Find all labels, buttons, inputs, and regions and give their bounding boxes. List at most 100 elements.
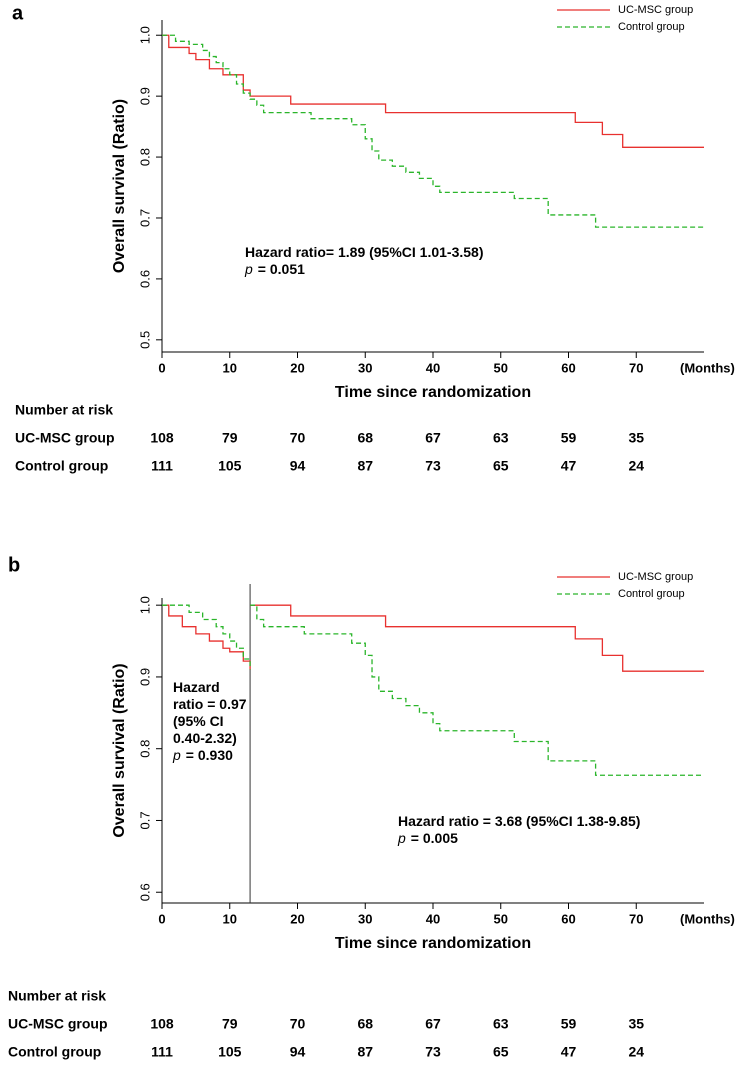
risk-count: 79 bbox=[222, 1016, 238, 1032]
risk-count: 24 bbox=[628, 1044, 644, 1060]
risk-count: 65 bbox=[493, 1044, 509, 1060]
annotation-text: (95% CI bbox=[173, 713, 224, 729]
risk-count: 63 bbox=[493, 430, 509, 446]
y-tick-label: 1.0 bbox=[137, 596, 152, 614]
x-tick-label: 30 bbox=[358, 911, 372, 926]
annotation-text: Hazard bbox=[173, 679, 220, 695]
x-tick-label: 0 bbox=[158, 360, 165, 375]
survival-curve bbox=[162, 604, 704, 672]
x-tick-label: 40 bbox=[426, 360, 440, 375]
risk-count: 35 bbox=[628, 1016, 644, 1032]
x-tick-label: 10 bbox=[223, 360, 237, 375]
risk-count: 73 bbox=[425, 458, 441, 474]
x-axis-label: Time since randomization bbox=[335, 384, 531, 401]
x-tick-label: 40 bbox=[426, 911, 440, 926]
y-tick-label: 0.8 bbox=[137, 740, 152, 758]
annotation-text: = 0.051 bbox=[258, 261, 305, 277]
panel-label: b bbox=[8, 554, 20, 576]
risk-row-label: UC-MSC group bbox=[15, 430, 115, 446]
risk-count: 59 bbox=[561, 430, 577, 446]
x-unit: (Months) bbox=[680, 360, 735, 375]
x-tick-label: 10 bbox=[223, 911, 237, 926]
risk-count: 70 bbox=[290, 1016, 306, 1032]
risk-count: 94 bbox=[290, 458, 306, 474]
y-tick-label: 0.9 bbox=[137, 668, 152, 686]
annotation: (95% CI bbox=[173, 713, 224, 729]
risk-row-label: UC-MSC group bbox=[8, 1016, 108, 1032]
y-tick-label: 0.6 bbox=[137, 883, 152, 901]
annotation-italic: p bbox=[244, 261, 253, 277]
x-tick-label: 50 bbox=[494, 911, 508, 926]
y-tick-label: 0.7 bbox=[137, 209, 152, 227]
annotation-text: = 0.005 bbox=[411, 830, 458, 846]
y-tick-label: 0.8 bbox=[137, 148, 152, 166]
risk-count: 105 bbox=[218, 1044, 242, 1060]
risk-count: 111 bbox=[151, 1044, 173, 1060]
y-tick-label: 1.0 bbox=[137, 26, 152, 44]
annotation: Hazard ratio = 3.68 (95%CI 1.38-9.85) bbox=[398, 813, 640, 829]
y-tick-label: 0.5 bbox=[137, 331, 152, 349]
risk-count: 65 bbox=[493, 458, 509, 474]
x-tick-label: 20 bbox=[290, 911, 304, 926]
y-tick-label: 0.7 bbox=[137, 811, 152, 829]
risk-count: 68 bbox=[357, 1016, 373, 1032]
x-unit: (Months) bbox=[680, 911, 735, 926]
x-tick-label: 70 bbox=[629, 360, 643, 375]
risk-count: 24 bbox=[628, 458, 644, 474]
panel-label: a bbox=[12, 2, 24, 24]
annotation: Hazard bbox=[173, 679, 220, 695]
x-tick-label: 60 bbox=[561, 360, 575, 375]
risk-count: 35 bbox=[628, 430, 644, 446]
x-tick-label: 30 bbox=[358, 360, 372, 375]
annotation-italic: p bbox=[397, 830, 406, 846]
risk-count: 111 bbox=[151, 458, 173, 474]
annotation-text: Hazard ratio= 1.89 (95%CI 1.01-3.58) bbox=[245, 244, 484, 260]
x-tick-label: 0 bbox=[158, 911, 165, 926]
y-axis-label: Overall survival (Ratio) bbox=[111, 99, 128, 273]
risk-table-title: Number at risk bbox=[15, 402, 113, 418]
survival-curve bbox=[162, 34, 704, 148]
annotation: p = 0.051 bbox=[244, 261, 305, 277]
risk-count: 47 bbox=[561, 458, 577, 474]
risk-count: 94 bbox=[290, 1044, 306, 1060]
annotation-text: 0.40-2.32) bbox=[173, 730, 237, 746]
risk-table-title: Number at risk bbox=[8, 988, 106, 1004]
x-tick-label: 50 bbox=[494, 360, 508, 375]
annotation: 0.40-2.32) bbox=[173, 730, 237, 746]
y-tick-label: 0.6 bbox=[137, 270, 152, 288]
risk-count: 59 bbox=[561, 1016, 577, 1032]
legend-label: UC-MSC group bbox=[618, 4, 693, 16]
annotation-text: = 0.930 bbox=[186, 747, 233, 763]
annotation: p = 0.930 bbox=[172, 747, 233, 763]
x-tick-label: 20 bbox=[290, 360, 304, 375]
survival-curve bbox=[162, 34, 704, 228]
legend-label: UC-MSC group bbox=[618, 571, 693, 583]
annotation: ratio = 0.97 bbox=[173, 696, 247, 712]
annotation: p = 0.005 bbox=[397, 830, 458, 846]
risk-row-label: Control group bbox=[15, 458, 108, 474]
risk-count: 47 bbox=[561, 1044, 577, 1060]
risk-count: 63 bbox=[493, 1016, 509, 1032]
survival-curve bbox=[162, 604, 704, 776]
legend-label: Control group bbox=[618, 588, 685, 600]
annotation-text: Hazard ratio = 3.68 (95%CI 1.38-9.85) bbox=[398, 813, 640, 829]
risk-count: 108 bbox=[150, 430, 174, 446]
annotation-italic: p bbox=[172, 747, 181, 763]
x-tick-label: 60 bbox=[561, 911, 575, 926]
risk-count: 87 bbox=[357, 458, 373, 474]
y-tick-label: 0.9 bbox=[137, 87, 152, 105]
risk-count: 108 bbox=[150, 1016, 174, 1032]
x-axis-label: Time since randomization bbox=[335, 935, 531, 952]
x-tick-label: 70 bbox=[629, 911, 643, 926]
risk-count: 68 bbox=[357, 430, 373, 446]
annotation: Hazard ratio= 1.89 (95%CI 1.01-3.58) bbox=[245, 244, 484, 260]
risk-count: 73 bbox=[425, 1044, 441, 1060]
risk-count: 67 bbox=[425, 430, 441, 446]
risk-row-label: Control group bbox=[8, 1044, 101, 1060]
risk-count: 79 bbox=[222, 430, 238, 446]
legend-label: Control group bbox=[618, 21, 685, 33]
y-axis-label: Overall survival (Ratio) bbox=[111, 663, 128, 837]
risk-count: 67 bbox=[425, 1016, 441, 1032]
annotation-text: ratio = 0.97 bbox=[173, 696, 247, 712]
